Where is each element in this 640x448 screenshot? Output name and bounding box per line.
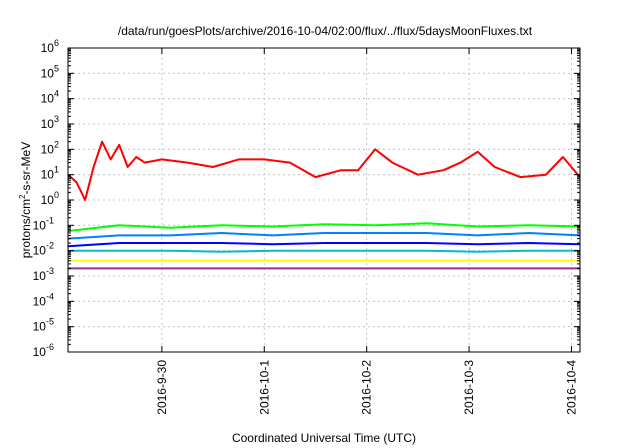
x-tick-label: 2016-9-30 <box>155 360 169 415</box>
ticks: 10-6 10-5 10-4 10-3 10-2 10-1 100 101 102 103 104 1… <box>33 38 580 415</box>
x-tick-label: 2016-10-4 <box>564 360 578 415</box>
y-tick-label: 10-6 <box>33 342 54 359</box>
plot-frame <box>67 47 581 353</box>
y-tick-label: 10-3 <box>33 266 54 283</box>
y-tick-label: 10-2 <box>33 241 54 258</box>
chart-title: /data/run/goesPlots/archive/2016-10-04/0… <box>118 24 533 38</box>
series-line-2 <box>67 222 581 232</box>
y-axis-label: protons/cm2-s-sr-MeV <box>18 142 33 258</box>
y-tick-label: 10-5 <box>33 317 54 334</box>
y-tick-label: 104 <box>41 89 59 106</box>
y-axis-label-sup: 2 <box>18 194 27 199</box>
series-line-5 <box>68 249 580 253</box>
x-axis-label: Coordinated Universal Time (UTC) <box>232 431 416 445</box>
y-tick-label: 10-1 <box>33 215 54 232</box>
y-tick-label: 106 <box>41 38 59 55</box>
series-line-1 <box>67 140 581 201</box>
y-tick-label: 102 <box>41 139 59 156</box>
x-tick-label: 2016-10-3 <box>462 360 476 415</box>
x-tick-label: 2016-10-2 <box>360 360 374 415</box>
series-line-4 <box>67 242 581 248</box>
series-line-3 <box>67 232 581 240</box>
x-tick-label: 2016-10-1 <box>257 360 271 415</box>
y-tick-label: 101 <box>41 165 59 182</box>
y-axis-label-rest: -s-sr-MeV <box>19 142 33 195</box>
y-tick-label: 105 <box>41 63 59 80</box>
y-tick-label: 103 <box>41 114 59 131</box>
series-layer <box>67 140 581 270</box>
y-axis-label-base: protons/cm <box>19 199 33 258</box>
y-tick-label: 10-4 <box>33 291 54 308</box>
y-tick-label: 100 <box>41 190 59 207</box>
grid-lines <box>68 48 580 352</box>
